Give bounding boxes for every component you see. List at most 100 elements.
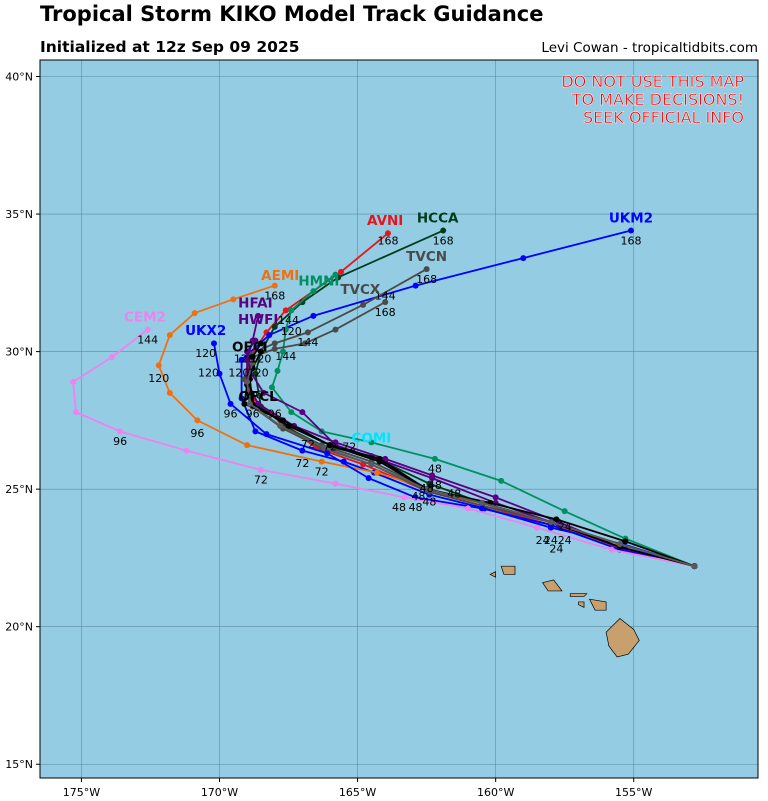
- model-label-ukx2: UKX2: [185, 323, 226, 339]
- hour-label: 96: [224, 408, 238, 421]
- track-point: [108, 354, 115, 361]
- hour-label: 24: [558, 534, 572, 547]
- track-point: [244, 442, 251, 449]
- hour-label: 48: [420, 482, 434, 495]
- track-point: [382, 299, 389, 306]
- track-point: [274, 367, 281, 374]
- model-label-tvcn: TVCN: [406, 249, 447, 265]
- hour-label: 48: [428, 479, 442, 492]
- island: [588, 598, 607, 611]
- lat-lon-grid: [40, 60, 758, 778]
- track-point: [252, 337, 259, 344]
- hour-label: 96: [246, 408, 260, 421]
- hour-label: 96: [268, 408, 282, 421]
- track-point: [368, 439, 375, 446]
- hour-label: 24: [536, 534, 550, 547]
- x-tick-label: 175°W: [63, 786, 100, 799]
- track-point: [534, 524, 541, 531]
- hour-label: 168: [416, 273, 437, 286]
- hour-label: 168: [264, 289, 285, 302]
- track-point: [332, 326, 339, 333]
- credit-text: Levi Cowan - tropicaltidbits.com: [541, 40, 758, 56]
- track-point: [70, 378, 77, 385]
- track-point: [332, 480, 339, 487]
- track-point: [282, 326, 289, 333]
- track-point: [244, 378, 251, 385]
- page-title: Tropical Storm KIKO Model Track Guidance: [40, 2, 544, 26]
- track-point: [271, 323, 278, 330]
- model-label-comi: COMI: [351, 430, 391, 446]
- track-point: [280, 417, 287, 424]
- init-time-subtitle: Initialized at 12z Sep 09 2025: [40, 38, 300, 56]
- track-point: [277, 422, 284, 429]
- track-point: [326, 442, 333, 449]
- hour-label: 120: [198, 366, 219, 379]
- hour-label: 24: [544, 534, 558, 547]
- track-ukx2: [210, 340, 698, 570]
- warning-line: SEEK OFFICIAL INFO: [583, 108, 744, 127]
- track-cem2: [70, 326, 698, 570]
- track-point: [230, 296, 237, 303]
- track-point: [263, 431, 270, 438]
- track-point: [252, 428, 259, 435]
- hour-label: 48: [409, 501, 423, 514]
- hour-label: 144: [137, 333, 158, 346]
- hour-label: 96: [190, 427, 204, 440]
- hour-label: 120: [281, 325, 302, 338]
- track-point: [268, 384, 275, 391]
- track-point: [431, 455, 438, 462]
- y-tick-label: 15°N: [5, 758, 33, 771]
- track-point: [210, 340, 217, 347]
- hour-label: 72: [295, 457, 309, 470]
- hour-label: 72: [342, 441, 356, 454]
- hour-label: 168: [620, 234, 641, 247]
- model-label-ofcl: OFCL: [239, 389, 279, 405]
- track-point: [246, 400, 253, 407]
- x-tick-label: 170°W: [201, 786, 238, 799]
- hour-label: 72: [301, 438, 315, 451]
- track-point: [304, 329, 311, 336]
- track-point: [547, 519, 554, 526]
- track-point: [155, 362, 162, 369]
- hour-label: 72: [254, 474, 268, 487]
- track-point: [373, 469, 380, 476]
- hour-label: 168: [377, 234, 398, 247]
- model-label-avni: AVNI: [367, 213, 403, 229]
- track-point: [478, 499, 485, 506]
- model-label-tvcx: TVCX: [340, 282, 381, 298]
- track-point: [288, 409, 295, 416]
- hour-label: 48: [411, 490, 425, 503]
- model-label-hmni: HMNI: [298, 274, 339, 290]
- y-tick-label: 25°N: [5, 483, 33, 496]
- track-point: [310, 288, 317, 295]
- track-point: [288, 307, 295, 314]
- y-tick-label: 20°N: [5, 621, 33, 634]
- track-point: [271, 282, 278, 289]
- track-point: [360, 301, 367, 308]
- y-tick-label: 40°N: [5, 71, 33, 84]
- track-point: [257, 348, 264, 355]
- track-point: [249, 359, 256, 366]
- track-point: [561, 508, 568, 515]
- hour-label: 120: [248, 366, 269, 379]
- island: [569, 593, 588, 597]
- track-point: [365, 475, 372, 482]
- track-point: [257, 340, 264, 347]
- hour-label: 48: [428, 463, 442, 476]
- x-tick-label: 155°W: [615, 786, 652, 799]
- model-label-hwfi: HWFI: [238, 312, 278, 328]
- track-point: [183, 447, 190, 454]
- track-point: [412, 282, 419, 289]
- track-point: [426, 480, 433, 487]
- track-point: [271, 345, 278, 352]
- track-point: [492, 494, 499, 501]
- track-point: [227, 400, 234, 407]
- track-point: [321, 444, 328, 451]
- model-label-hfai: HFAI: [238, 296, 272, 312]
- model-label-cem2: CEM2: [124, 309, 166, 325]
- track-point: [244, 348, 251, 355]
